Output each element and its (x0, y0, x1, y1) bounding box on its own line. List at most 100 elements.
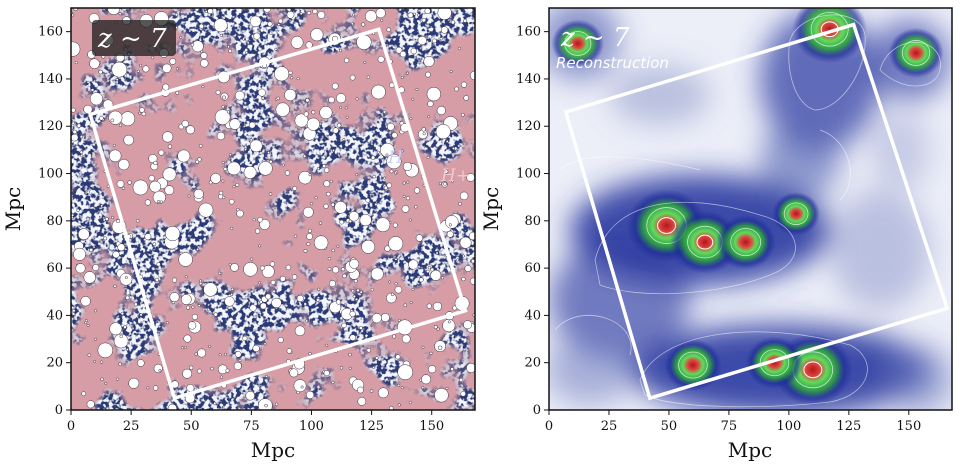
bubble (366, 75, 370, 79)
bubble (175, 67, 179, 71)
bubble (257, 216, 263, 223)
bubble (135, 219, 140, 223)
bubble (354, 297, 359, 301)
bubble (446, 230, 454, 238)
bubble (230, 287, 234, 291)
bubble (395, 46, 403, 54)
bubble (99, 360, 104, 364)
bubble (207, 8, 214, 15)
bubble (386, 27, 391, 32)
bubble (458, 201, 462, 206)
bubble (366, 348, 372, 353)
bubble (469, 277, 475, 285)
bubble (388, 82, 395, 89)
bubble (72, 309, 76, 313)
bubble (268, 159, 273, 164)
bubble (228, 198, 235, 205)
left-xlabel: Mpc (251, 438, 295, 462)
bubble (380, 18, 384, 22)
bubble (77, 228, 90, 241)
bubble (390, 292, 395, 297)
bubble (106, 79, 110, 83)
left-panel: z ~ 7 H H+ 0 25 50 75 100 125 150 0 20 40 60 80 100 1… (1, 7, 476, 462)
bubble (448, 223, 452, 227)
recon-contours (554, 14, 941, 408)
bubble (430, 269, 442, 281)
ytick-label: 40 (46, 308, 63, 323)
bubble (440, 276, 445, 280)
bubble (463, 18, 468, 23)
bubble (86, 400, 95, 409)
bubble (342, 138, 346, 142)
bubble (317, 11, 326, 19)
bubble (113, 333, 129, 349)
right-ticks: 0 25 50 75 100 125 150 0 20 40 60 80 100 120 140 160 (516, 25, 921, 434)
bubble (401, 205, 410, 213)
bubble (375, 217, 391, 233)
bubble (293, 234, 298, 238)
bubble (227, 45, 231, 49)
bubble (258, 281, 261, 285)
bubble (421, 386, 425, 390)
bubble (197, 368, 202, 374)
bubble (118, 12, 122, 16)
bubble (356, 288, 360, 293)
xtick-label: 0 (67, 419, 75, 434)
bubble (210, 366, 214, 371)
xtick-label: 75 (721, 419, 738, 434)
bubble (328, 280, 336, 288)
bubble (156, 262, 161, 267)
bubble (377, 55, 385, 63)
bubble (72, 129, 78, 135)
bubble (259, 218, 271, 230)
bubble (115, 377, 119, 381)
bubble (442, 319, 456, 333)
bubble (153, 160, 158, 166)
bubble (206, 308, 210, 312)
bubble (306, 117, 320, 131)
bubble (270, 279, 276, 285)
bubble (100, 377, 104, 382)
bubble (116, 219, 121, 224)
bubble (219, 375, 223, 379)
left-label-bg (92, 20, 176, 56)
bubble (411, 288, 415, 291)
bubble (98, 69, 103, 75)
bubble (407, 12, 414, 19)
bubble (190, 42, 195, 47)
bubble (245, 51, 249, 55)
bubble (73, 247, 86, 261)
bubble (450, 367, 455, 372)
bubble (165, 226, 181, 242)
bubble (394, 285, 403, 294)
bubble (141, 111, 147, 117)
bubble (255, 228, 261, 234)
bubble (466, 363, 475, 373)
bubble (463, 320, 473, 330)
bubble (123, 134, 134, 146)
bubble (417, 13, 420, 17)
bubble (106, 184, 110, 188)
ytick-label: 80 (46, 214, 63, 229)
right-xlabel: Mpc (728, 438, 772, 462)
bubble (370, 155, 376, 160)
bubble (118, 123, 123, 127)
bubble (198, 281, 203, 286)
bubble (323, 180, 331, 188)
bubble (299, 12, 303, 16)
bubble (331, 248, 335, 253)
bubble (428, 365, 437, 374)
xtick-label: 150 (419, 419, 444, 434)
bubble (402, 181, 406, 185)
bubble (334, 201, 347, 214)
bubble (330, 202, 335, 207)
bubble (191, 305, 195, 309)
bubble (112, 143, 116, 147)
xtick-label: 125 (359, 419, 384, 434)
bubble (162, 167, 177, 182)
bubble (460, 391, 466, 397)
bubble (425, 71, 431, 78)
bubble (87, 353, 92, 357)
bubble (411, 97, 415, 101)
right-survey-box (563, 22, 950, 401)
